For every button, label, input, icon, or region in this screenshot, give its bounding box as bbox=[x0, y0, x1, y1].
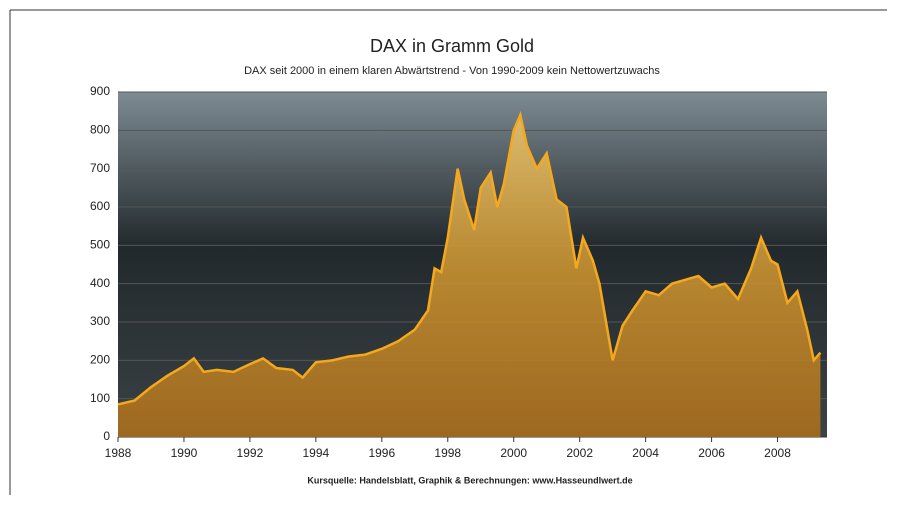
y-tick-label: 200 bbox=[90, 353, 110, 367]
x-tick-label: 2000 bbox=[500, 446, 527, 460]
x-tick-label: 1992 bbox=[237, 446, 264, 460]
x-tick-label: 1998 bbox=[434, 446, 461, 460]
y-tick-label: 700 bbox=[90, 161, 110, 175]
x-tick-label: 1990 bbox=[171, 446, 198, 460]
y-tick-label: 300 bbox=[90, 314, 110, 328]
x-tick-label: 2006 bbox=[698, 446, 725, 460]
x-tick-label: 1988 bbox=[105, 446, 132, 460]
y-tick-label: 500 bbox=[90, 238, 110, 252]
y-tick-label: 100 bbox=[90, 391, 110, 405]
chart-subtitle: DAX seit 2000 in einem klaren Abwärtstre… bbox=[244, 65, 660, 77]
chart: DAX in Gramm Gold DAX seit 2000 in einem… bbox=[0, 0, 897, 505]
y-tick-label: 600 bbox=[90, 199, 110, 213]
x-tick-label: 2008 bbox=[764, 446, 791, 460]
source-note: Kursquelle: Handelsblatt, Graphik & Bere… bbox=[307, 475, 632, 485]
x-tick-label: 2002 bbox=[566, 446, 593, 460]
x-tick-label: 2004 bbox=[632, 446, 659, 460]
y-tick-label: 900 bbox=[90, 84, 110, 98]
y-tick-label: 800 bbox=[90, 123, 110, 137]
x-tick-label: 1996 bbox=[368, 446, 395, 460]
y-tick-label: 0 bbox=[103, 429, 110, 443]
chart-title: DAX in Gramm Gold bbox=[370, 36, 534, 56]
x-tick-label: 1994 bbox=[303, 446, 330, 460]
y-tick-label: 400 bbox=[90, 276, 110, 290]
